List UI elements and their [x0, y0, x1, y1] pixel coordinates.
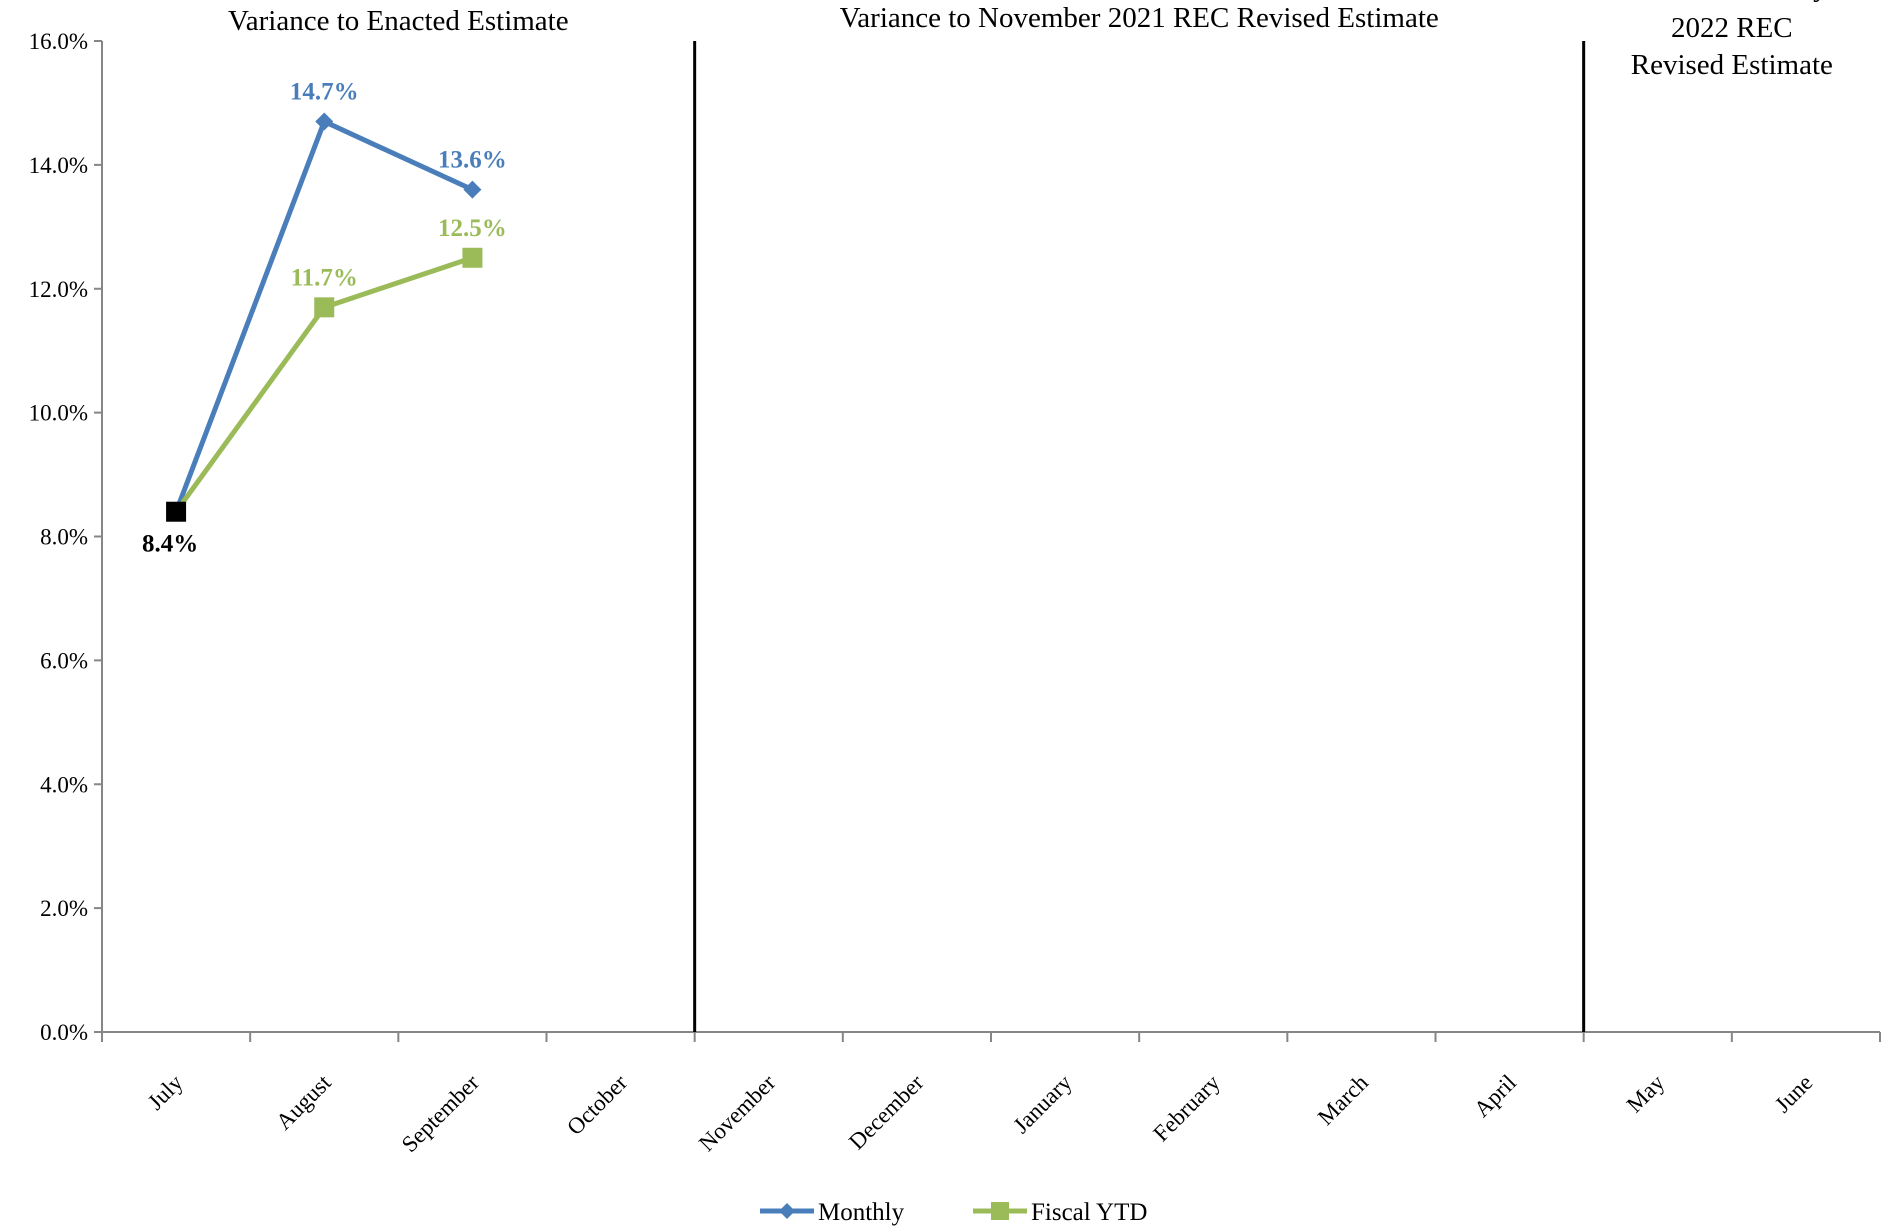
y-tick-label: 6.0% [40, 648, 88, 673]
x-tick-label: September [397, 1070, 484, 1157]
y-tick-label: 12.0% [29, 277, 88, 302]
x-tick-label: April [1469, 1070, 1521, 1122]
x-tick-label: June [1770, 1070, 1817, 1117]
legend-marker-monthly [779, 1203, 795, 1219]
series-line-fiscal-ytd [174, 255, 474, 514]
y-tick-label: 2.0% [40, 896, 88, 921]
x-tick-label: November [694, 1070, 781, 1157]
fiscal-ytd-point [314, 297, 335, 318]
data-label: 12.5% [438, 215, 507, 242]
y-tick-label: 10.0% [29, 401, 88, 426]
section-title-enacted: Variance to Enacted Estimate [228, 5, 569, 37]
section-title-may: 2022 REC [1671, 12, 1793, 44]
y-tick-label: 16.0% [29, 29, 88, 54]
x-tick-label: May [1622, 1070, 1670, 1118]
data-label: 14.7% [290, 79, 359, 106]
legend-label-fiscal-ytd: Fiscal YTD [1031, 1199, 1147, 1226]
x-tick-label: January [1008, 1070, 1077, 1139]
y-tick-label: 0.0% [40, 1020, 88, 1045]
legend-label-monthly: Monthly [818, 1199, 905, 1226]
section-title-may: Revised Estimate [1631, 49, 1833, 81]
monthly-point [315, 112, 334, 131]
data-label: 11.7% [291, 264, 358, 291]
data-label: 8.4% [142, 531, 198, 558]
y-tick-label: 14.0% [29, 153, 88, 178]
monthly-point [463, 180, 482, 199]
section-title-may: Variance to May [1636, 0, 1828, 3]
section-title-november: Variance to November 2021 REC Revised Es… [840, 2, 1439, 34]
x-tick-label: December [844, 1070, 929, 1155]
legend-marker-fiscal-ytd [991, 1202, 1009, 1220]
x-tick-label: July [143, 1070, 188, 1115]
y-tick-label: 4.0% [40, 772, 88, 797]
x-tick-label: March [1313, 1070, 1373, 1130]
data-label: 13.6% [438, 147, 507, 174]
y-tick-label: 8.0% [40, 525, 88, 550]
july-shared-point [166, 501, 187, 522]
fiscal-ytd-point [462, 247, 483, 268]
x-tick-label: August [271, 1069, 336, 1134]
x-tick-label: February [1148, 1070, 1225, 1147]
x-tick-label: October [562, 1070, 632, 1140]
